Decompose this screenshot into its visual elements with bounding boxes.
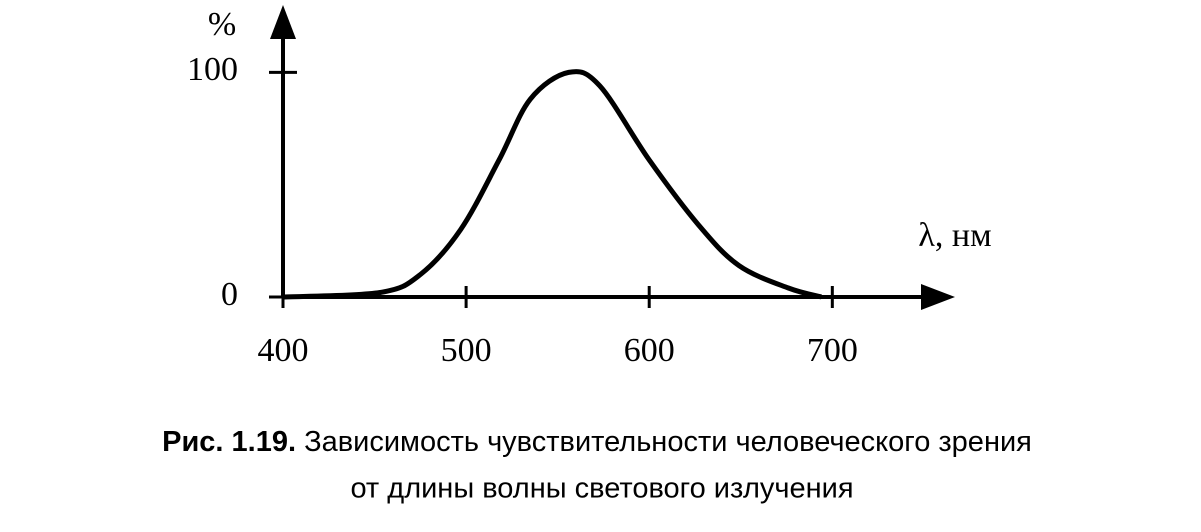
caption-line: Рис. 1.19. Зависимость чувствительности … — [162, 426, 1032, 458]
caption-label: Рис. 1.19. — [162, 426, 296, 458]
y-axis-label: % — [208, 6, 236, 43]
curve — [282, 68, 822, 300]
x-tick-label: 600 — [624, 332, 675, 369]
caption-text: Зависимость чувствительности человеческо… — [304, 426, 1032, 458]
caption-text: от длины волны светового излучения — [350, 473, 853, 505]
x-axis-arrow — [921, 284, 955, 310]
y-tick-label: 100 — [187, 51, 238, 88]
x-tick-label: 400 — [258, 332, 309, 369]
x-axis-label: λ, нм — [918, 217, 991, 254]
x-tick-label: 700 — [807, 332, 858, 369]
x-tick-label: 500 — [441, 332, 492, 369]
y-tick-label: 0 — [221, 276, 238, 313]
y-axis-arrow — [270, 5, 296, 39]
